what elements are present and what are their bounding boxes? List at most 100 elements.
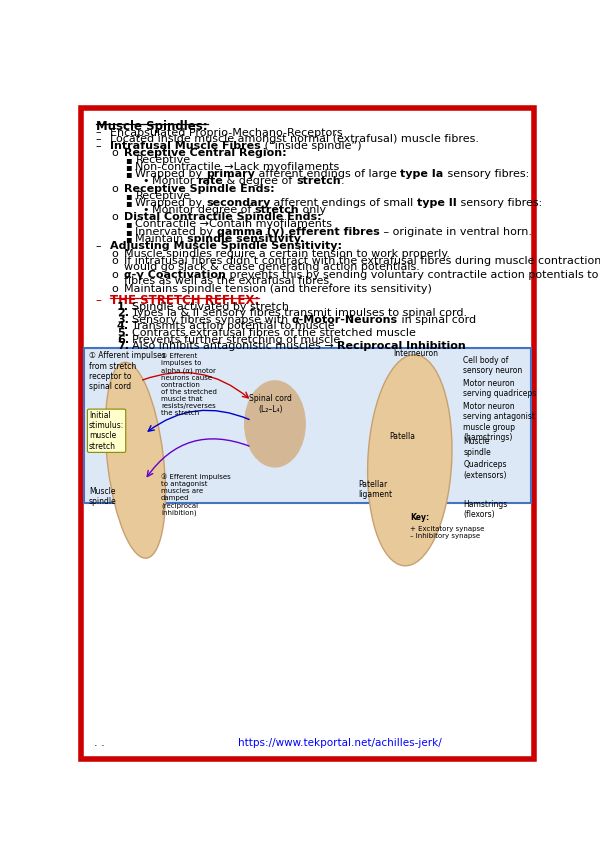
Text: 1.: 1. [117,302,129,312]
Circle shape [245,381,305,467]
Text: 4.: 4. [117,321,129,332]
Text: If intrafusal fibres didn’t contract with the extrafusal fibres during muscle co: If intrafusal fibres didn’t contract wit… [124,256,600,266]
Text: . .: . . [94,738,104,748]
FancyBboxPatch shape [84,348,531,503]
Text: Located inside muscle amongst normal (extrafusal) muscle fibres.: Located inside muscle amongst normal (ex… [110,134,479,144]
Text: •: • [142,176,149,186]
Text: –: – [95,141,101,151]
Text: 3.: 3. [117,314,129,325]
Text: Contracts extrafusal fibres of the stretched muscle: Contracts extrafusal fibres of the stret… [132,328,416,338]
Text: ③ Efferent impulses
to antagonist
muscles are
damped
(reciprocal
inhibition): ③ Efferent impulses to antagonist muscle… [161,473,231,516]
Text: Interneuron: Interneuron [394,349,439,358]
Text: ▪: ▪ [125,234,132,244]
Text: stretch: stretch [296,176,341,186]
Text: Key:: Key: [410,513,429,522]
Text: 2.: 2. [117,308,129,318]
Text: ▪: ▪ [125,198,132,208]
Text: fibres as well as the extrafusal fibres.: fibres as well as the extrafusal fibres. [124,277,332,286]
Text: Receptive Spindle Ends:: Receptive Spindle Ends: [124,184,274,194]
Text: https://www.tekportal.net/achilles-jerk/: https://www.tekportal.net/achilles-jerk/ [238,738,442,748]
Text: 6.: 6. [117,335,129,344]
Text: Wrapped by: Wrapped by [136,198,206,208]
Text: Contractile →Contain myofilaments: Contractile →Contain myofilaments [136,220,332,229]
Text: –: – [95,294,101,307]
Text: type Ia: type Ia [400,169,443,180]
Text: Non-contractile →Lack myofilaments: Non-contractile →Lack myofilaments [136,162,340,172]
Text: Wrapped by: Wrapped by [136,169,206,180]
Text: rate: rate [197,176,223,186]
Text: Cell body of
sensory neuron: Cell body of sensory neuron [463,356,523,375]
Text: primary: primary [206,169,255,180]
Text: Innervated by: Innervated by [136,227,217,237]
Text: 7.: 7. [117,341,129,351]
Text: gamma (γ) efferent fibres: gamma (γ) efferent fibres [217,227,380,237]
Text: stretch: stretch [254,205,299,215]
Text: Hamstrings
(flexors): Hamstrings (flexors) [463,500,508,520]
Text: Adjusting Muscle Spindle Sensitivity:: Adjusting Muscle Spindle Sensitivity: [110,241,342,252]
Text: Receptive: Receptive [136,155,191,165]
Text: Spindle activated by stretch: Spindle activated by stretch [132,302,289,312]
Text: Reciprocal Inhibition: Reciprocal Inhibition [337,341,466,351]
Text: Monitor degree of: Monitor degree of [152,205,254,215]
Text: only: only [299,205,326,215]
Text: o: o [112,248,118,259]
Text: α-Motor-Neurons: α-Motor-Neurons [292,314,398,325]
Text: prevents this by sending voluntary contractile action potentials to the intrafus: prevents this by sending voluntary contr… [226,270,600,280]
Text: Intrafusal Muscle Fibres: Intrafusal Muscle Fibres [110,141,260,151]
Text: o: o [112,256,118,266]
Text: o: o [112,283,118,294]
Text: sensory fibres:: sensory fibres: [443,169,529,180]
Text: ▪: ▪ [125,227,132,237]
Text: •: • [142,205,149,215]
Ellipse shape [106,362,166,558]
Text: Types Ia & II sensory fibres transmit impulses to spinal cord.: Types Ia & II sensory fibres transmit im… [132,308,467,318]
Text: Quadriceps
(extensors): Quadriceps (extensors) [463,460,507,479]
Text: o: o [112,212,118,222]
Text: Receptive: Receptive [136,191,191,201]
Text: Maintain: Maintain [136,234,187,244]
Text: afferent endings of small: afferent endings of small [271,198,417,208]
Text: Encapsulated Proprio-Mechano-Receptors: Encapsulated Proprio-Mechano-Receptors [110,127,343,137]
Text: ② Efferent
impulses to
alpha (α) motor
neurons cause
contraction
of the stretche: ② Efferent impulses to alpha (α) motor n… [161,353,217,416]
Text: Receptive Central Region:: Receptive Central Region: [124,148,286,158]
Text: would go slack & cease generating action potentials.: would go slack & cease generating action… [124,263,420,272]
Text: ▪: ▪ [125,162,132,172]
Text: Spinal cord
(L₂–L₄): Spinal cord (L₂–L₄) [249,394,292,413]
Text: afferent endings of large: afferent endings of large [255,169,400,180]
Text: Muscle spindles require a certain tension to work properly.: Muscle spindles require a certain tensio… [124,248,450,259]
Text: Distal Contractile Spindle Ends:: Distal Contractile Spindle Ends: [124,212,322,222]
Text: ▪: ▪ [125,155,132,165]
Text: Initial
stimulus:
muscle
stretch: Initial stimulus: muscle stretch [89,411,124,451]
Text: ▪: ▪ [125,191,132,201]
Text: –: – [95,241,101,252]
Text: type II: type II [417,198,457,208]
Text: Prevents further stretching of muscle: Prevents further stretching of muscle [132,335,340,344]
Text: secondary: secondary [206,198,271,208]
Text: o: o [112,184,118,194]
Text: Patellar
ligament: Patellar ligament [359,480,393,499]
Text: .: . [341,176,344,186]
Text: –: – [95,127,101,137]
Text: Muscle Spindles:: Muscle Spindles: [96,120,208,133]
Text: –: – [95,134,101,144]
Text: Monitor: Monitor [152,176,197,186]
Text: ▪: ▪ [125,169,132,180]
Text: – originate in ventral horn.: – originate in ventral horn. [380,227,532,237]
Text: Transmits action potential to muscle: Transmits action potential to muscle [132,321,335,332]
Ellipse shape [368,355,452,566]
Text: (“inside spindle”): (“inside spindle”) [260,141,361,151]
Text: Also inhibits antagonistic muscles →: Also inhibits antagonistic muscles → [132,341,337,351]
Text: Patella: Patella [389,432,415,442]
Text: 5.: 5. [117,328,129,338]
Text: spindle sensitivity.: spindle sensitivity. [187,234,304,244]
Text: α-γ Coactivation: α-γ Coactivation [124,270,226,280]
Text: in spinal cord: in spinal cord [398,314,476,325]
Text: THE STRETCH REFLEX:: THE STRETCH REFLEX: [110,294,259,307]
Text: Maintains spindle tension (and therefore its sensitivity): Maintains spindle tension (and therefore… [124,283,432,294]
Text: Sensory fibres synapse with: Sensory fibres synapse with [132,314,292,325]
Text: Motor neuron
serving quadriceps: Motor neuron serving quadriceps [463,379,536,399]
Text: sensory fibres:: sensory fibres: [457,198,542,208]
Text: Muscle
spindle: Muscle spindle [89,487,116,506]
Text: ① Afferent impulses
from stretch
receptor to
spinal cord: ① Afferent impulses from stretch recepto… [89,351,166,392]
Text: ▪: ▪ [125,220,132,229]
